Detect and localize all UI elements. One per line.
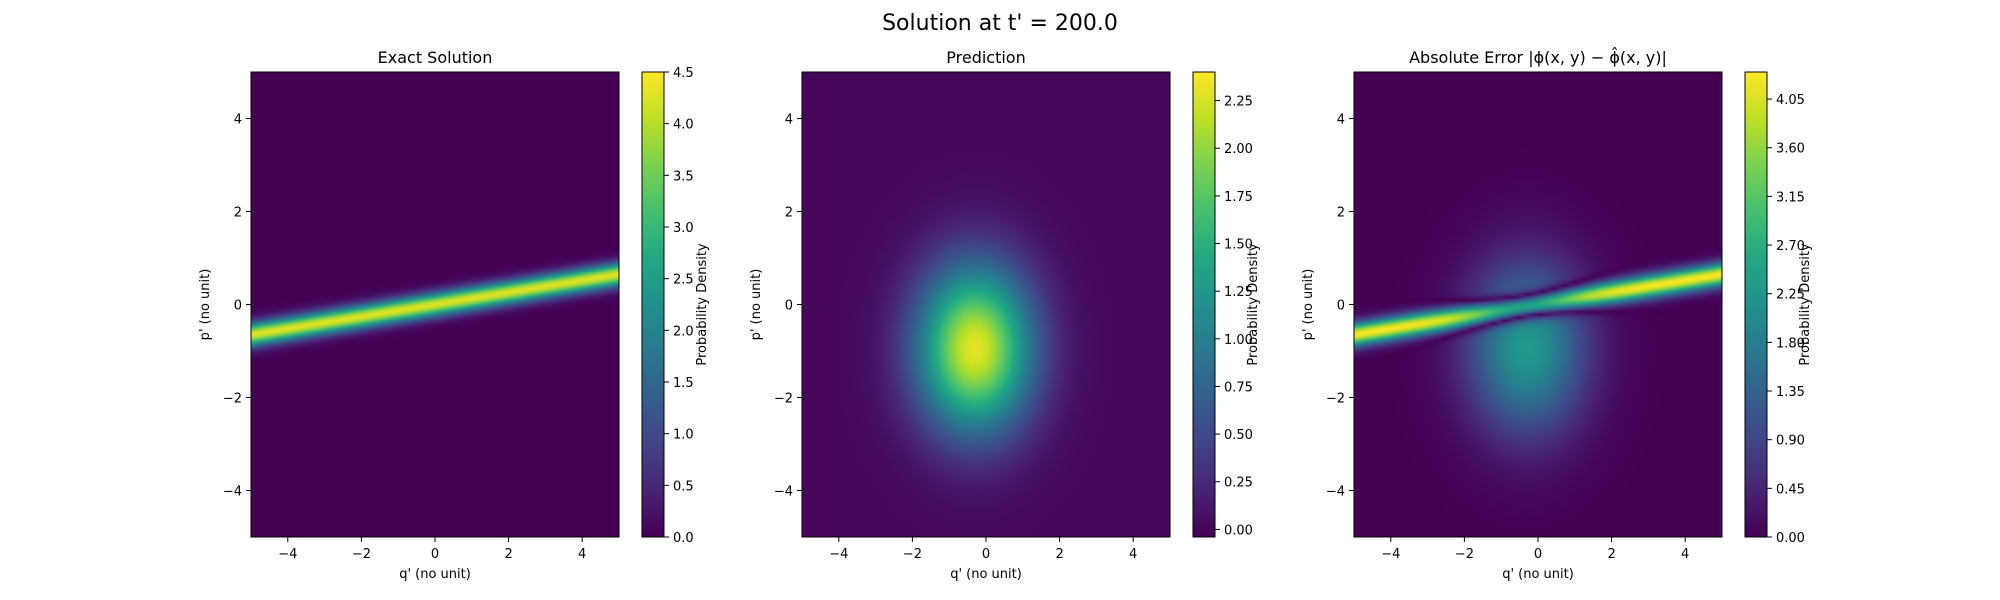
colorbar-tick-label: 0.5 [673, 479, 694, 494]
colorbar-tick-label: 2.0 [673, 324, 694, 339]
colorbar-gradient [1745, 72, 1767, 537]
subplot-1: Exact Solution −4 −2 0 2 4 −4 −2 0 2 4 q' (no unit)… [198, 48, 710, 582]
colorbar-tick-label: 4.05 [1776, 93, 1805, 108]
y-axis-label: p' (no unit) [1301, 269, 1316, 341]
colorbar-tick-label: 2.5 [673, 273, 694, 288]
colorbar-tick-label: 1.35 [1776, 385, 1805, 400]
colorbar-tick-label: 3.0 [673, 221, 694, 236]
y-tick-label: 4 [1337, 113, 1345, 128]
y-tick-label: 2 [785, 206, 793, 221]
x-tick-label: 0 [1534, 547, 1542, 562]
x-tick-label: −4 [278, 547, 297, 562]
x-tick-label: 4 [578, 547, 586, 562]
heatmap-image [251, 72, 619, 537]
colorbar-tick-label: 2.70 [1776, 239, 1805, 254]
colorbar-tick-label: 0.0 [673, 531, 694, 546]
subplot-2: Prediction −4 −2 0 2 4 −4 −2 0 2 4 q' (no unit) p' (… [749, 48, 1261, 582]
y-tick-label: 4 [785, 113, 793, 128]
colorbar-tick-label: 2.00 [1224, 142, 1253, 157]
colorbar-tick-label: 1.75 [1224, 190, 1253, 205]
colorbar-tick-label: 2.25 [1776, 288, 1805, 303]
colorbar-tick-label: 1.00 [1224, 333, 1253, 348]
x-tick-label: 2 [1055, 547, 1063, 562]
colorbar-tick-label: 3.5 [673, 169, 694, 184]
x-axis-label: q' (no unit) [399, 567, 471, 582]
subplot-3: Absolute Error |ϕ(x, y) − ϕ̂(x, y)| −4 −2 0… [1301, 47, 1813, 582]
y-tick-label: −2 [774, 392, 793, 407]
colorbar-tick-label: 0.00 [1224, 523, 1253, 538]
x-axis-label: q' (no unit) [950, 567, 1022, 582]
colorbar-tick-label: 3.15 [1776, 190, 1805, 205]
colorbar-frame [1744, 71, 1768, 538]
y-tick-label: 2 [1337, 206, 1345, 221]
x-tick-label: 0 [431, 547, 439, 562]
colorbar-tick-label: 1.0 [673, 428, 694, 443]
y-tick-label: 0 [785, 299, 793, 314]
colorbar-label: Probability Density [1246, 243, 1261, 366]
heatmap-image [1354, 72, 1722, 537]
x-tick-label: 4 [1129, 547, 1137, 562]
subplot-title: Absolute Error |ϕ(x, y) − ϕ̂(x, y)| [1409, 47, 1667, 67]
x-tick-label: 2 [1607, 547, 1615, 562]
colorbar-tick-label: 1.25 [1224, 285, 1253, 300]
colorbar-tick-label: 0.00 [1776, 531, 1805, 546]
y-tick-label: −2 [223, 392, 242, 407]
y-tick-label: −4 [774, 485, 793, 500]
x-tick-label: −2 [352, 547, 371, 562]
colorbar-tick-label: 1.80 [1776, 336, 1805, 351]
x-tick-label: 2 [504, 547, 512, 562]
colorbar-label: Probability Density [695, 243, 710, 366]
colorbar-label: Probability Density [1798, 243, 1813, 366]
subplot-title: Prediction [946, 48, 1025, 67]
y-tick-label: −4 [223, 485, 242, 500]
colorbar-tick-label: 3.60 [1776, 142, 1805, 157]
figure-suptitle: Solution at t' = 200.0 [882, 11, 1118, 36]
y-tick-label: 0 [234, 299, 242, 314]
y-tick-label: 4 [234, 113, 242, 128]
y-tick-label: 0 [1337, 299, 1345, 314]
x-tick-label: 4 [1681, 547, 1689, 562]
heatmap-image [802, 72, 1170, 537]
colorbar-gradient [1193, 72, 1215, 537]
colorbar-tick-label: 0.45 [1776, 482, 1805, 497]
colorbar-tick-label: 4.0 [673, 118, 694, 133]
y-axis-label: p' (no unit) [749, 269, 764, 341]
colorbar-tick-label: 0.25 [1224, 476, 1253, 491]
y-tick-label: −2 [1326, 392, 1345, 407]
colorbar-tick-label: 2.25 [1224, 95, 1253, 110]
colorbar-tick-label: 1.50 [1224, 238, 1253, 253]
x-tick-label: −4 [829, 547, 848, 562]
colorbar-tick-label: 1.5 [673, 376, 694, 391]
x-axis-label: q' (no unit) [1502, 567, 1574, 582]
colorbar-frame [641, 71, 665, 538]
colorbar-tick-label: 0.75 [1224, 380, 1253, 395]
y-axis-label: p' (no unit) [198, 269, 213, 341]
colorbar-gradient [642, 72, 664, 537]
x-tick-label: −4 [1381, 547, 1400, 562]
subplot-title: Exact Solution [378, 48, 493, 67]
colorbar-frame [1192, 71, 1216, 538]
colorbar-tick-label: 0.50 [1224, 428, 1253, 443]
x-tick-label: −2 [903, 547, 922, 562]
x-tick-label: −2 [1455, 547, 1474, 562]
y-tick-label: 2 [234, 206, 242, 221]
x-tick-label: 0 [982, 547, 990, 562]
colorbar-tick-label: 0.90 [1776, 434, 1805, 449]
y-tick-label: −4 [1326, 485, 1345, 500]
colorbar-tick-label: 4.5 [673, 66, 694, 81]
